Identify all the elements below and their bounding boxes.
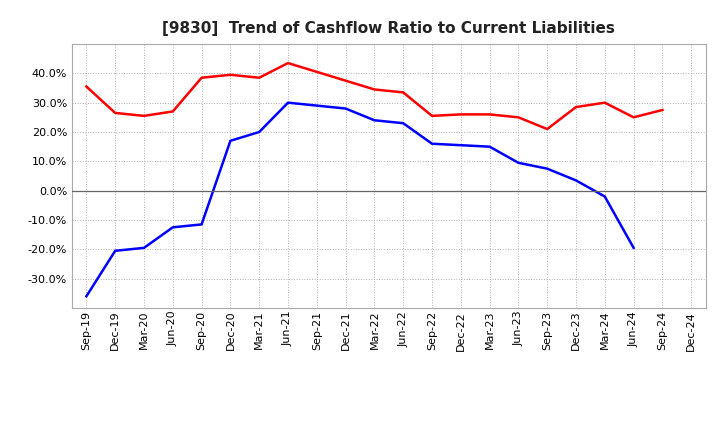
Free CF to Current Liabilities bbox=[600, 194, 609, 199]
Operating CF to Current Liabilities bbox=[485, 112, 494, 117]
Free CF to Current Liabilities bbox=[197, 222, 206, 227]
Operating CF to Current Liabilities bbox=[197, 75, 206, 81]
Free CF to Current Liabilities bbox=[140, 245, 148, 250]
Free CF to Current Liabilities bbox=[341, 106, 350, 111]
Operating CF to Current Liabilities bbox=[428, 113, 436, 118]
Free CF to Current Liabilities bbox=[514, 160, 523, 165]
Operating CF to Current Liabilities bbox=[456, 112, 465, 117]
Operating CF to Current Liabilities bbox=[658, 107, 667, 113]
Free CF to Current Liabilities bbox=[399, 121, 408, 126]
Operating CF to Current Liabilities bbox=[370, 87, 379, 92]
Operating CF to Current Liabilities bbox=[312, 69, 321, 74]
Free CF to Current Liabilities bbox=[111, 248, 120, 253]
Free CF to Current Liabilities bbox=[629, 245, 638, 250]
Free CF to Current Liabilities bbox=[284, 100, 292, 105]
Operating CF to Current Liabilities bbox=[255, 75, 264, 81]
Operating CF to Current Liabilities bbox=[168, 109, 177, 114]
Line: Operating CF to Current Liabilities: Operating CF to Current Liabilities bbox=[86, 63, 662, 129]
Operating CF to Current Liabilities bbox=[514, 115, 523, 120]
Operating CF to Current Liabilities bbox=[543, 126, 552, 132]
Free CF to Current Liabilities bbox=[370, 117, 379, 123]
Free CF to Current Liabilities bbox=[168, 225, 177, 230]
Free CF to Current Liabilities bbox=[456, 143, 465, 148]
Line: Free CF to Current Liabilities: Free CF to Current Liabilities bbox=[86, 103, 634, 296]
Operating CF to Current Liabilities bbox=[572, 104, 580, 110]
Operating CF to Current Liabilities bbox=[284, 60, 292, 66]
Free CF to Current Liabilities bbox=[226, 138, 235, 143]
Operating CF to Current Liabilities bbox=[226, 72, 235, 77]
Operating CF to Current Liabilities bbox=[341, 78, 350, 83]
Free CF to Current Liabilities bbox=[485, 144, 494, 149]
Free CF to Current Liabilities bbox=[82, 293, 91, 299]
Title: [9830]  Trend of Cashflow Ratio to Current Liabilities: [9830] Trend of Cashflow Ratio to Curren… bbox=[163, 21, 615, 36]
Free CF to Current Liabilities bbox=[312, 103, 321, 108]
Operating CF to Current Liabilities bbox=[399, 90, 408, 95]
Free CF to Current Liabilities bbox=[255, 129, 264, 135]
Operating CF to Current Liabilities bbox=[629, 115, 638, 120]
Free CF to Current Liabilities bbox=[543, 166, 552, 171]
Free CF to Current Liabilities bbox=[572, 178, 580, 183]
Operating CF to Current Liabilities bbox=[111, 110, 120, 116]
Operating CF to Current Liabilities bbox=[600, 100, 609, 105]
Operating CF to Current Liabilities bbox=[82, 84, 91, 89]
Operating CF to Current Liabilities bbox=[140, 113, 148, 118]
Free CF to Current Liabilities bbox=[428, 141, 436, 147]
